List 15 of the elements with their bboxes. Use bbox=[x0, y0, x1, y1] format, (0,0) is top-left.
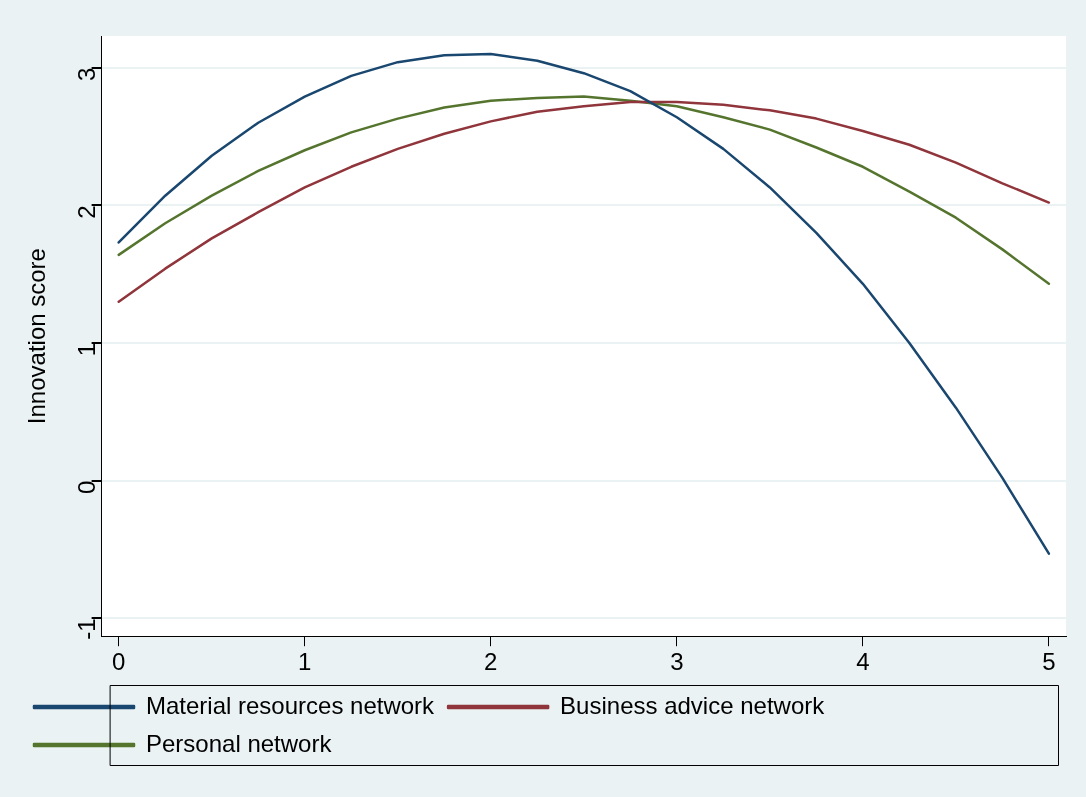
x-tick-label: 1 bbox=[298, 648, 312, 676]
y-tick-label: 0 bbox=[73, 480, 101, 494]
legend-label: Business advice network bbox=[560, 691, 826, 719]
y-tick-label: 3 bbox=[73, 67, 101, 82]
x-tick-label: 5 bbox=[1042, 648, 1056, 676]
y-tick-label: -1 bbox=[73, 618, 101, 640]
x-tick-label: 3 bbox=[670, 648, 684, 676]
x-tick-label: 4 bbox=[856, 648, 870, 676]
y-tick-label: 1 bbox=[73, 342, 101, 357]
legend-label: Material resources network bbox=[146, 691, 436, 719]
legend-label: Personal network bbox=[146, 729, 333, 757]
y-tick-label: 2 bbox=[73, 205, 101, 219]
x-tick-label: 2 bbox=[484, 648, 498, 676]
x-tick-label: 0 bbox=[112, 648, 126, 676]
y-axis-title: Innovation score bbox=[23, 248, 51, 425]
